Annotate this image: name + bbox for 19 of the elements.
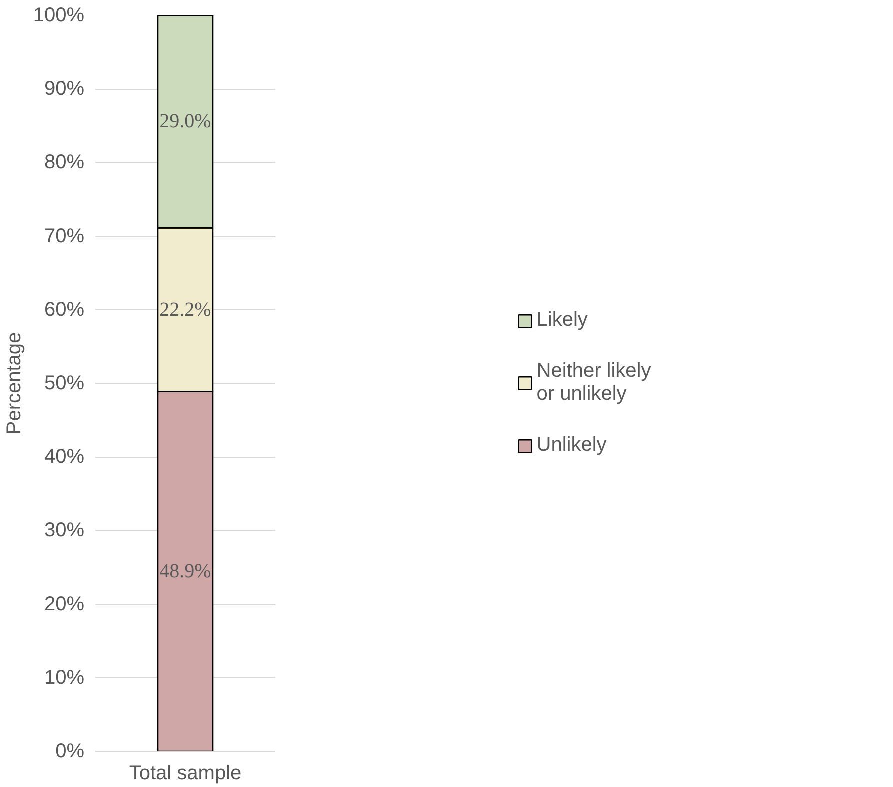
data-label: 48.9% [160,560,212,583]
y-tick-label: 30% [44,520,85,542]
y-tick-label: 60% [44,298,85,321]
data-label: 22.2% [160,298,212,321]
data-label: 29.0% [160,110,212,132]
y-tick-label: 90% [44,78,85,100]
y-tick-label: 80% [44,152,85,174]
y-tick-label: 50% [44,372,85,394]
y-tick-label: 100% [33,4,85,26]
y-tick-label: 10% [44,666,85,689]
legend-label: Likely [536,309,588,332]
y-tick-label: 70% [44,225,85,248]
y-tick-label: 40% [44,446,85,468]
y-axis-title: Percentage [3,332,26,435]
x-tick-label: Total sample [129,762,242,784]
y-tick-label: 0% [56,740,85,762]
y-tick-label: 20% [44,593,85,616]
legend-label: Neither likely or unlikely [536,360,652,406]
legend-label: Unlikely [536,434,607,457]
